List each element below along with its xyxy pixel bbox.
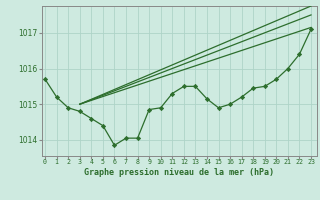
X-axis label: Graphe pression niveau de la mer (hPa): Graphe pression niveau de la mer (hPa) (84, 168, 274, 177)
